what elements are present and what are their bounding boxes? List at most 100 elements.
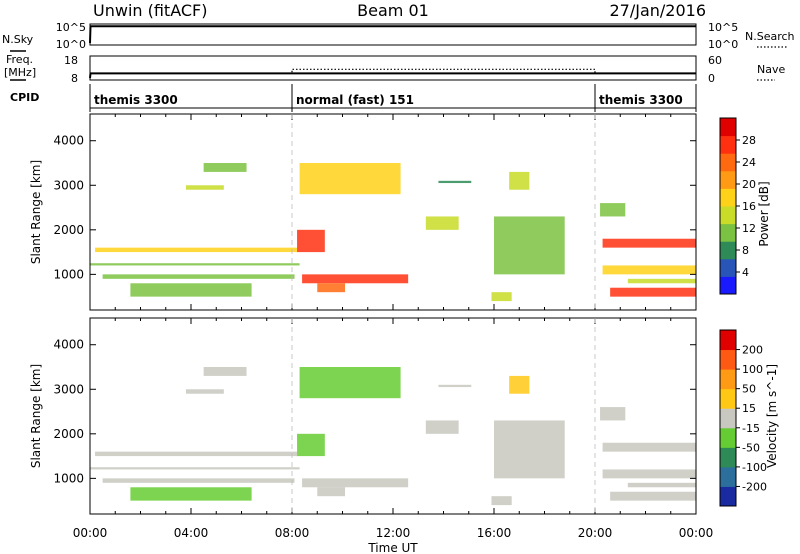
scatter-cell (627, 278, 696, 284)
station-title: Unwin (fitACF) (93, 1, 207, 20)
scatter-cell (602, 469, 696, 479)
colorbar-tick-label: 20 (742, 178, 756, 191)
nave-label: Nave (757, 63, 785, 76)
colorbar-tick-label: 28 (742, 134, 756, 147)
colorbar-tick-label: 8 (742, 244, 749, 257)
sky-left-tick-top: 10^5 (56, 21, 86, 34)
scatter-cell (90, 263, 300, 266)
sky-line-layer (89, 25, 696, 44)
scatter-cell (494, 216, 565, 275)
x-tick-label: 04:00 (174, 526, 209, 540)
scatter-cell (610, 491, 696, 501)
x-tick-label: 00:00 (679, 526, 714, 540)
colorbar-swatch (720, 241, 736, 260)
colorbar-swatch (720, 276, 736, 295)
colorbar-swatch (720, 486, 736, 507)
colorbar-tick-label: 12 (742, 222, 756, 235)
scatter-cell (438, 384, 472, 388)
x-tick-label: 00:00 (73, 526, 108, 540)
scatter-cell (130, 283, 252, 297)
colorbar-swatch (720, 330, 736, 351)
colorbar-swatch (720, 170, 736, 189)
freq-panel-frame (89, 55, 697, 81)
sky-right-tick-bottom: 10^0 (708, 38, 738, 51)
scatter-cell (509, 171, 530, 190)
power-heatmap (90, 163, 696, 302)
freq-line-layer (89, 68, 696, 79)
y-tick-label: 3000 (53, 178, 84, 192)
colorbar-tick-label: 50 (742, 383, 756, 396)
colorbar-swatch (720, 466, 736, 487)
colorbar-tick-label: -15 (742, 422, 760, 435)
colorbar-swatch (720, 206, 736, 225)
freq-right-tick-top: 60 (708, 54, 722, 67)
freq-label-line2: [MHz] (4, 66, 36, 79)
cpid-label: CPID (10, 91, 39, 104)
scatter-cell (102, 274, 295, 279)
colorbar-tick-label: 24 (742, 156, 756, 169)
colorbar-swatch (720, 135, 736, 154)
freq-left-tick-bottom: 8 (71, 72, 78, 85)
scatter-cell (203, 163, 247, 172)
scatter-cell (317, 283, 346, 293)
scatter-cell (600, 203, 626, 217)
nave-line (90, 68, 696, 74)
velocity-cbar-label: Velocity [m s^-1] (765, 364, 779, 468)
cpid-segment-label: themis 3300 (94, 93, 178, 107)
colorbar-swatch (720, 427, 736, 448)
scatter-cell (185, 185, 224, 190)
scatter-cell (610, 287, 696, 297)
colorbar-tick-label: 15 (742, 402, 756, 415)
x-tick-label: 12:00 (376, 526, 411, 540)
x-tick-label: 20:00 (578, 526, 613, 540)
colorbar-tick-label: 200 (742, 344, 763, 357)
colorbar-swatch (720, 349, 736, 370)
scatter-cell (302, 478, 409, 488)
scatter-cell (425, 216, 459, 230)
power-cbar-label: Power [dB] (757, 181, 771, 246)
sky-left-tick-bottom: 10^0 (56, 38, 86, 51)
colorbar-tick-label: -100 (742, 461, 767, 474)
scatter-cell (299, 163, 401, 195)
colorbar-tick-label: -50 (742, 441, 760, 454)
colorbar-tick-label: 16 (742, 200, 756, 213)
x-tick-labels: 00:00 04:00 08:00 12:00 16:00 20:00 00:00 (73, 526, 714, 540)
scatter-cell (438, 180, 472, 184)
colorbar-tick-label: -200 (742, 480, 767, 493)
scatter-cell (95, 247, 298, 253)
colorbar-swatch (720, 447, 736, 468)
y-tick-label: 4000 (53, 134, 84, 148)
scatter-cell (491, 496, 512, 506)
cpid-segment-label: themis 3300 (599, 93, 683, 107)
scatter-cell (602, 238, 696, 248)
colorbar-swatch (720, 153, 736, 172)
y-tick-label: 1000 (53, 471, 84, 485)
scatter-cell (95, 451, 298, 457)
scatter-cell (102, 478, 295, 483)
scatter-cell (130, 487, 252, 501)
scatter-cell (602, 442, 696, 452)
x-tick-label: 16:00 (477, 526, 512, 540)
freq-label-line1: Freq. (6, 53, 33, 66)
nsearch-label: N.Search (745, 30, 795, 43)
scatter-cell (297, 433, 325, 457)
scatter-cell (602, 265, 696, 275)
beam-title: Beam 01 (357, 1, 429, 20)
power-axis: 4000 3000 2000 1000 (53, 114, 697, 310)
power-ylabel: Slant Range [km] (29, 160, 43, 264)
date-title: 27/Jan/2016 (609, 1, 706, 20)
colorbar-swatch (720, 188, 736, 207)
velocity-heatmap (90, 367, 696, 506)
power-colorbar: 28 24 20 16 12 8 4 (719, 117, 756, 295)
freq-right-tick-bottom: 0 (708, 72, 715, 85)
velocity-axis: 4000 3000 2000 1000 (53, 318, 697, 514)
velocity-ylabel: Slant Range [km] (29, 364, 43, 468)
y-tick-label: 1000 (53, 267, 84, 281)
scatter-cell (627, 482, 696, 488)
scatter-cell (90, 467, 300, 470)
scatter-cell (425, 420, 459, 434)
scatter-cell (317, 487, 346, 497)
y-tick-label: 4000 (53, 338, 84, 352)
y-tick-label: 2000 (53, 427, 84, 441)
